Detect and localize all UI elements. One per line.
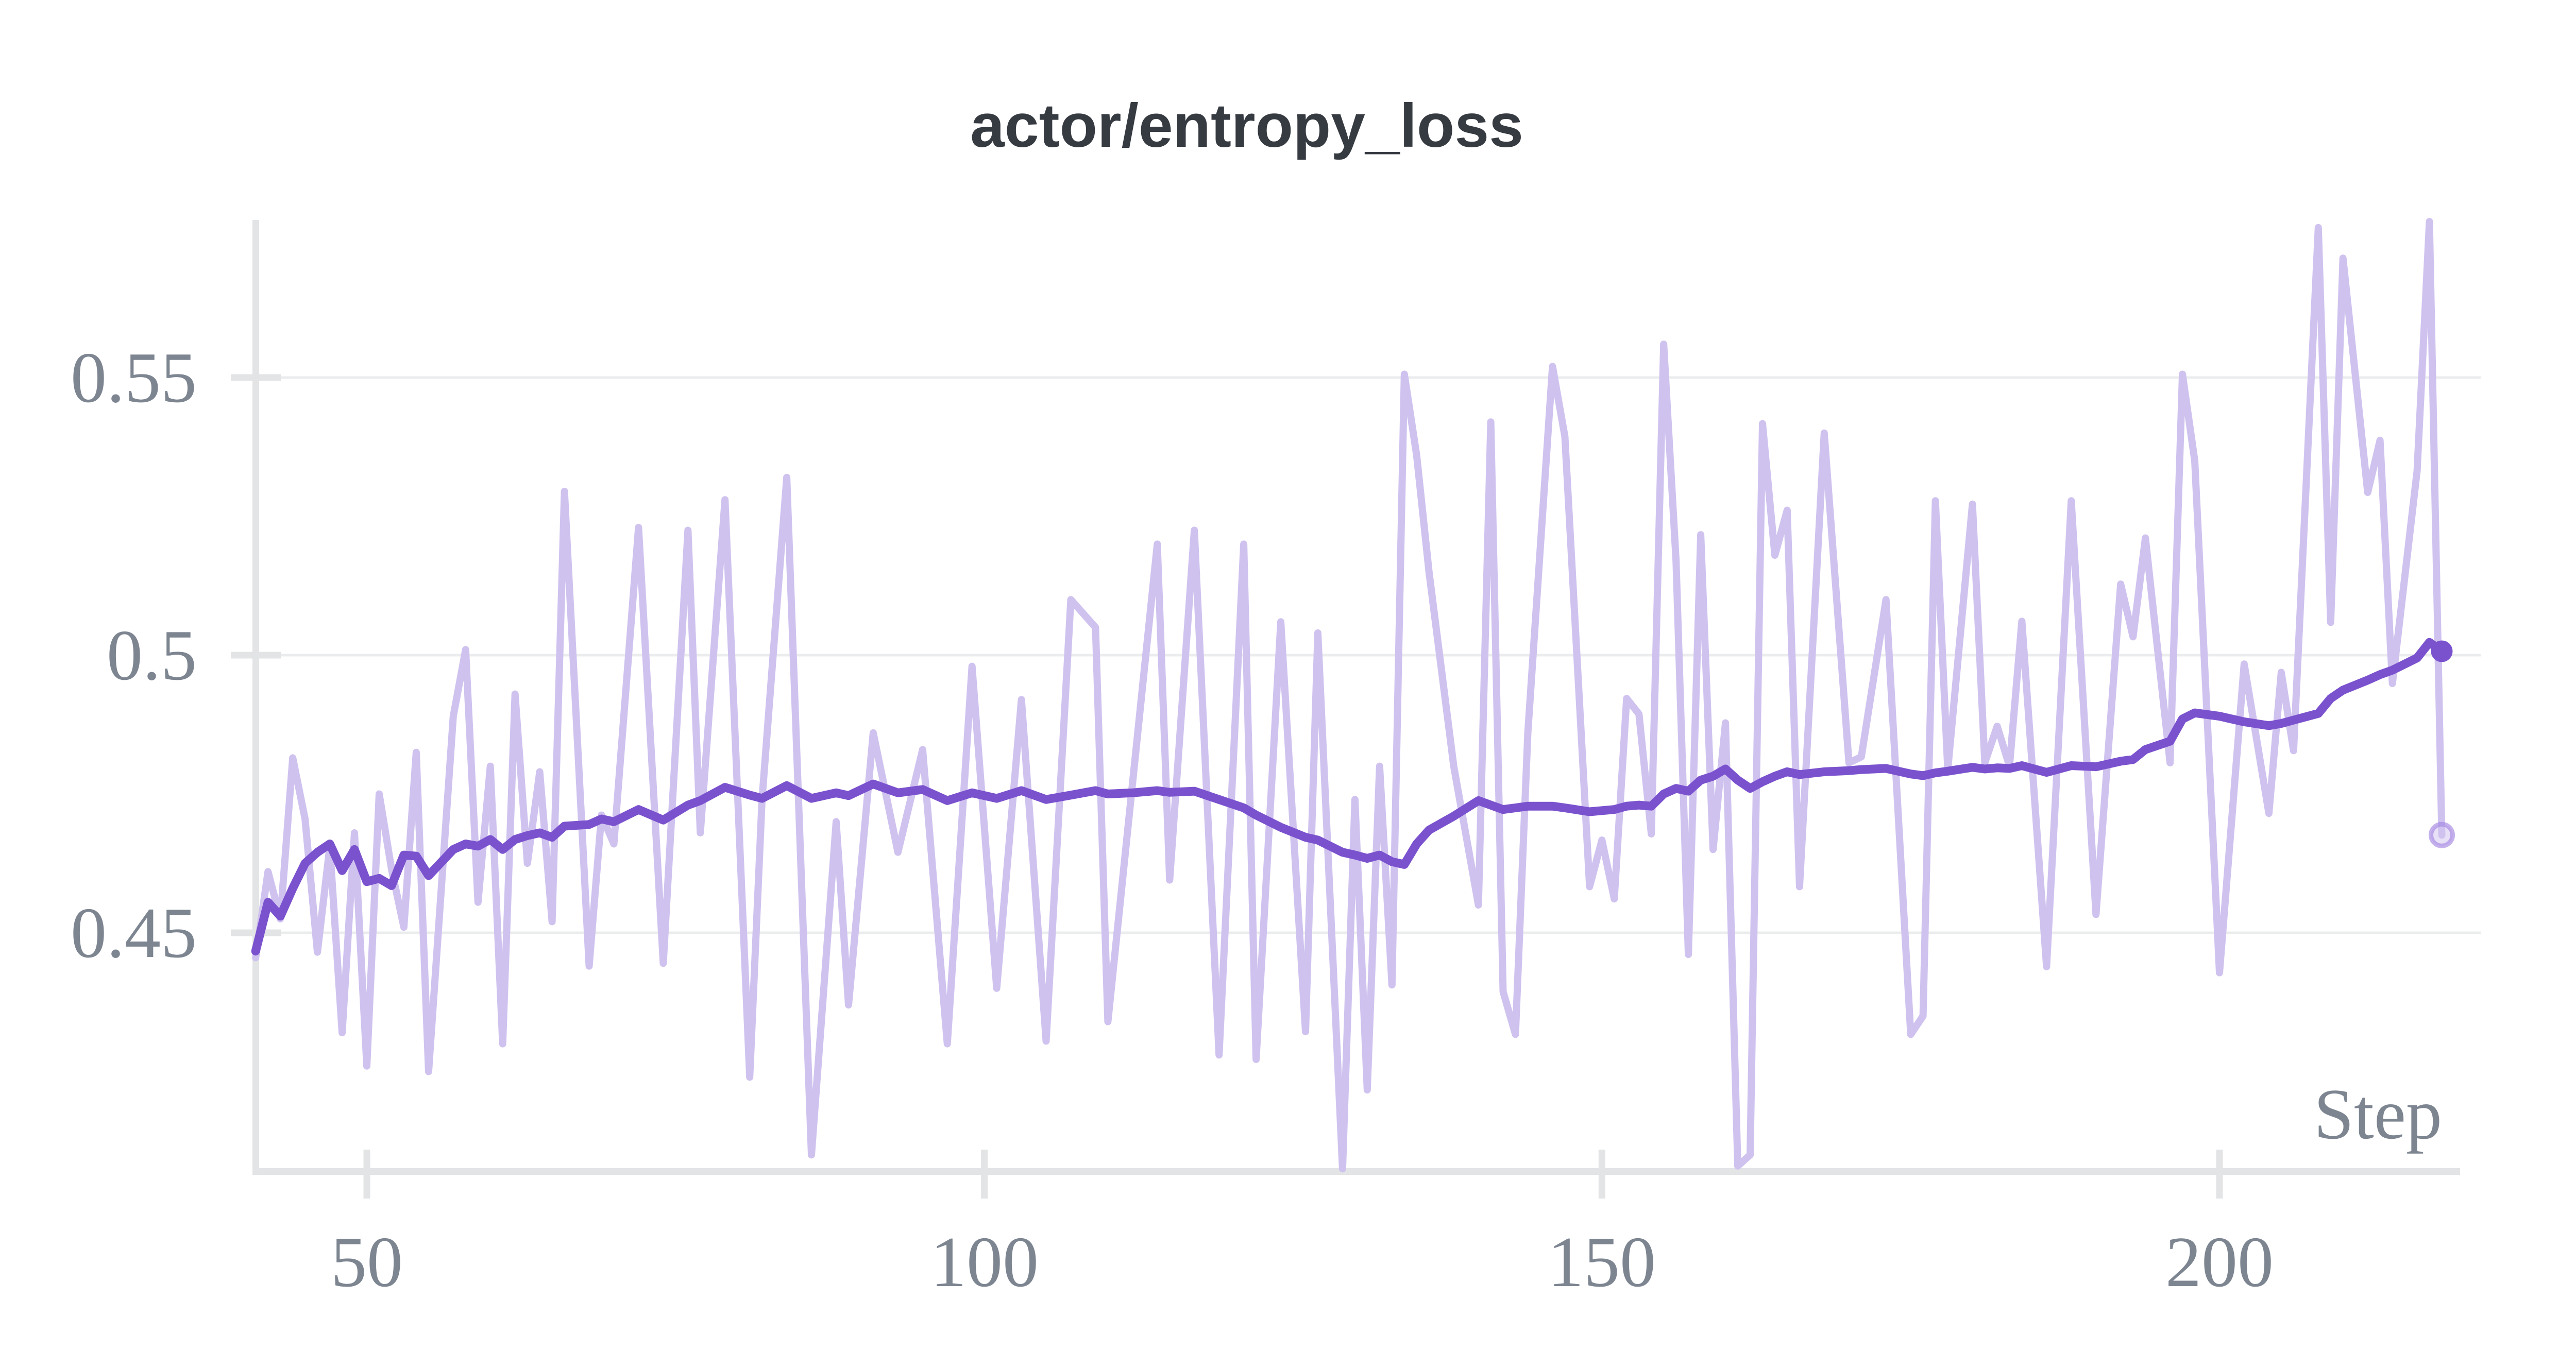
x-tick-label-200: 200 [2165,1222,2274,1302]
raw-series-line [252,218,2446,1173]
y-tick-label-0_55: 0.55 [71,338,197,418]
x-axis-title: Step [2314,1074,2442,1154]
raw-end-dot [2429,822,2455,848]
smoothed-series-line [251,638,2446,956]
smoothed-end-dot [2431,640,2453,662]
x-tick-label-100: 100 [930,1222,1039,1302]
y-tick-label-0_5: 0.5 [107,615,197,695]
plot-area[interactable] [231,218,2481,1199]
x-tick-label-50: 50 [331,1222,403,1302]
x-tick-label-150: 150 [1548,1222,1656,1302]
chart-title: actor/entropy_loss [970,91,1523,160]
y-tick-label-0_45: 0.45 [71,893,197,973]
